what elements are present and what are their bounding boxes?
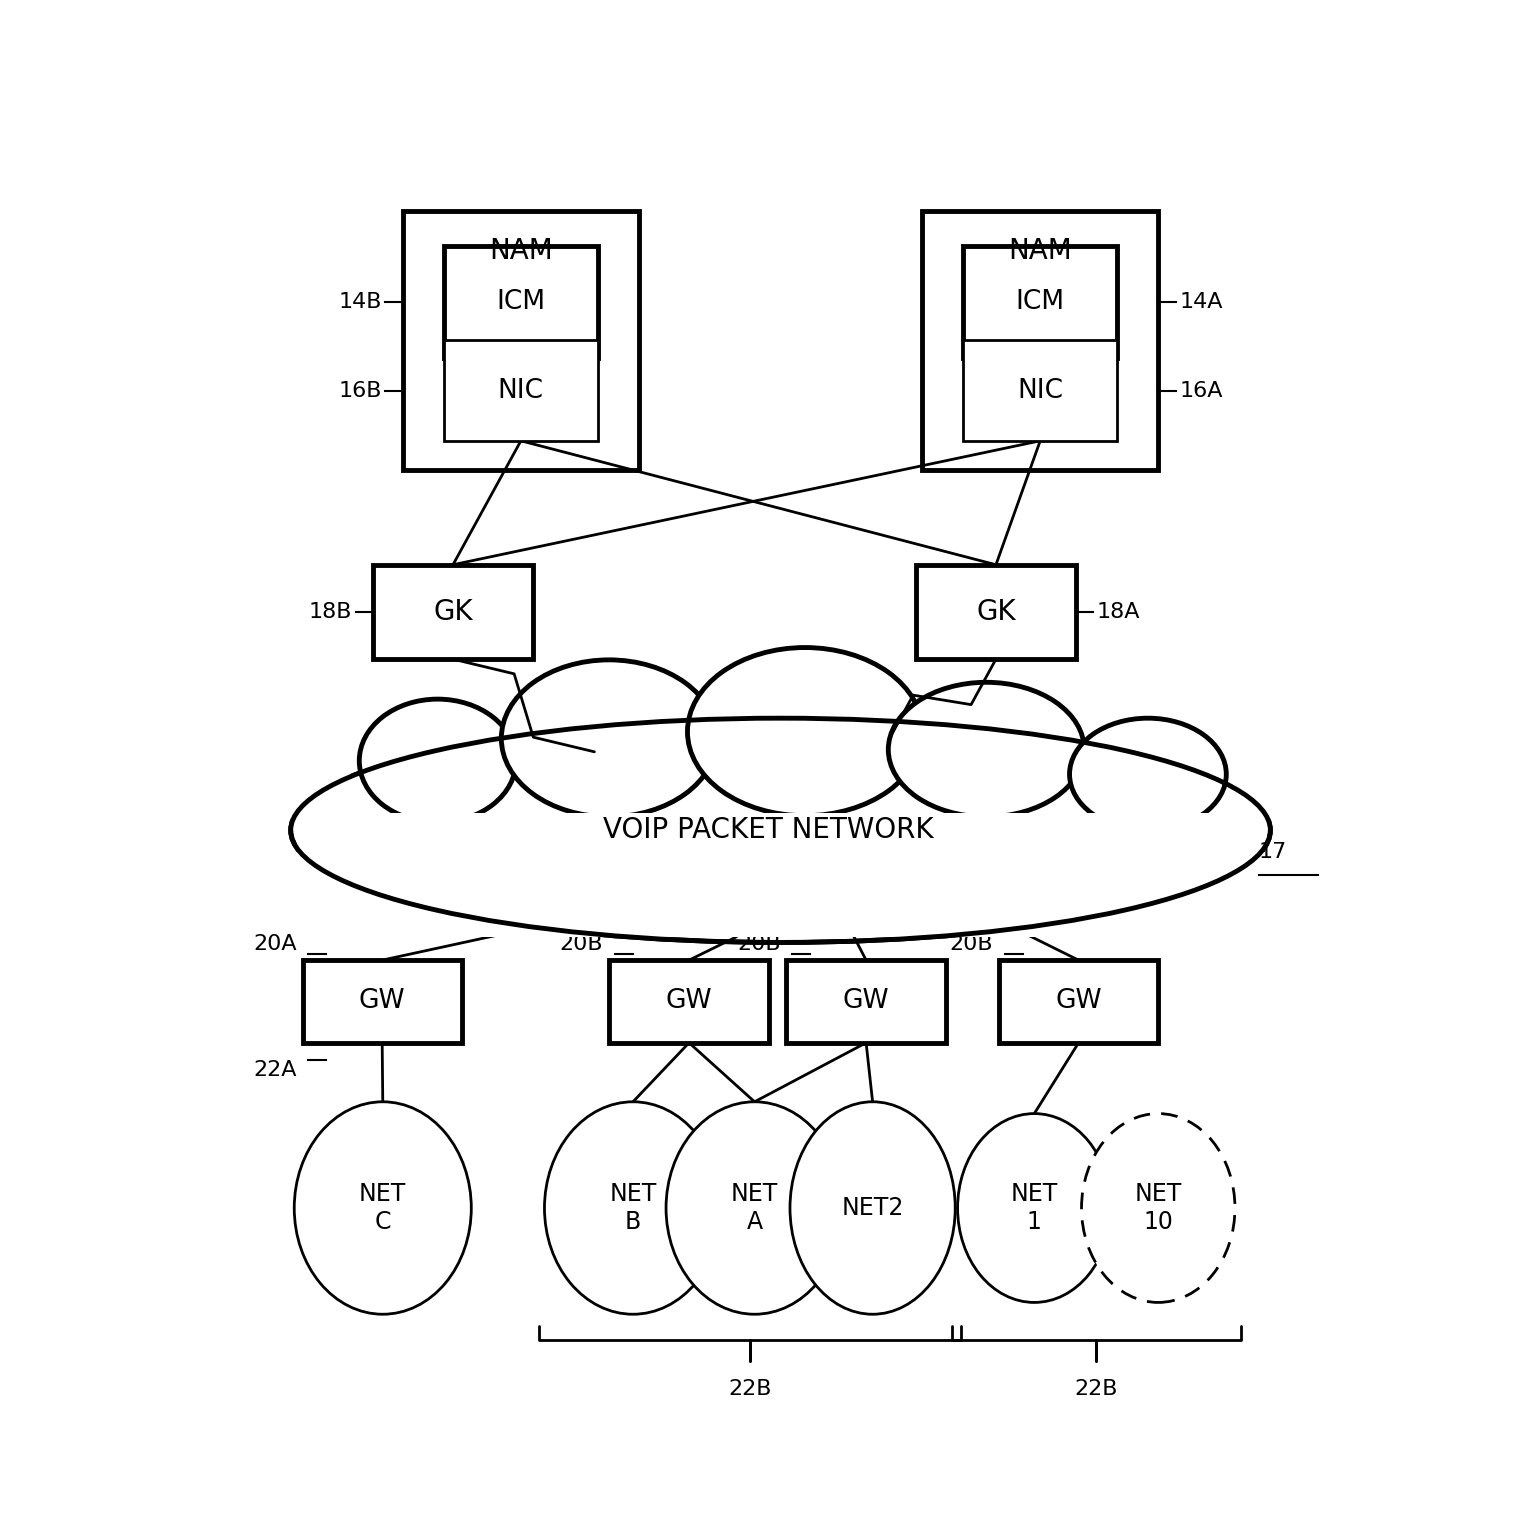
Ellipse shape <box>359 699 516 822</box>
Text: 14A: 14A <box>1179 292 1223 312</box>
Text: GK: GK <box>433 599 472 626</box>
Ellipse shape <box>790 1102 955 1314</box>
Ellipse shape <box>888 682 1084 817</box>
Ellipse shape <box>501 660 717 817</box>
Text: 16A: 16A <box>1179 380 1223 400</box>
FancyBboxPatch shape <box>964 246 1116 359</box>
FancyBboxPatch shape <box>445 246 597 359</box>
Ellipse shape <box>1081 1114 1235 1302</box>
Ellipse shape <box>291 719 1270 942</box>
Text: GW: GW <box>666 988 713 1014</box>
FancyBboxPatch shape <box>921 211 1157 471</box>
Text: GW: GW <box>1055 988 1101 1014</box>
FancyBboxPatch shape <box>609 960 769 1043</box>
Ellipse shape <box>666 1102 844 1314</box>
Text: NET
1: NET 1 <box>1011 1182 1058 1234</box>
Ellipse shape <box>1069 719 1226 831</box>
FancyBboxPatch shape <box>297 813 1264 937</box>
Text: 22A: 22A <box>253 1060 297 1080</box>
Text: NET
C: NET C <box>359 1182 407 1234</box>
Text: 17: 17 <box>1258 842 1287 862</box>
Ellipse shape <box>687 648 923 816</box>
Text: VOIP PACKET NETWORK: VOIP PACKET NETWORK <box>603 816 934 845</box>
FancyBboxPatch shape <box>373 565 533 659</box>
Text: NET2: NET2 <box>841 1196 903 1220</box>
FancyBboxPatch shape <box>999 960 1157 1043</box>
Text: NET
10: NET 10 <box>1135 1182 1182 1234</box>
Text: NIC: NIC <box>1017 377 1063 403</box>
Text: 20A: 20A <box>253 934 297 954</box>
Text: 16B: 16B <box>338 380 382 400</box>
Text: GW: GW <box>359 988 405 1014</box>
Text: NAM: NAM <box>1008 237 1072 265</box>
Text: 20B: 20B <box>949 934 993 954</box>
Text: NAM: NAM <box>489 237 553 265</box>
FancyBboxPatch shape <box>402 211 640 471</box>
Text: NIC: NIC <box>498 377 544 403</box>
Ellipse shape <box>294 1102 471 1314</box>
FancyBboxPatch shape <box>786 960 946 1043</box>
Text: 22B: 22B <box>1075 1379 1118 1399</box>
Text: 14B: 14B <box>338 292 382 312</box>
Text: ICM: ICM <box>496 289 545 315</box>
Ellipse shape <box>958 1114 1110 1302</box>
Text: ICM: ICM <box>1016 289 1065 315</box>
FancyBboxPatch shape <box>303 960 461 1043</box>
FancyBboxPatch shape <box>917 565 1075 659</box>
FancyBboxPatch shape <box>445 340 597 440</box>
Text: 18A: 18A <box>1097 602 1141 622</box>
Text: 20B: 20B <box>737 934 780 954</box>
Ellipse shape <box>545 1102 722 1314</box>
Text: 20B: 20B <box>560 934 603 954</box>
FancyBboxPatch shape <box>964 340 1116 440</box>
FancyBboxPatch shape <box>291 774 1270 831</box>
Text: GW: GW <box>842 988 889 1014</box>
Text: GK: GK <box>976 599 1016 626</box>
Text: NET
B: NET B <box>609 1182 656 1234</box>
Text: 18B: 18B <box>309 602 352 622</box>
Text: 22B: 22B <box>728 1379 772 1399</box>
Text: NET
A: NET A <box>731 1182 778 1234</box>
